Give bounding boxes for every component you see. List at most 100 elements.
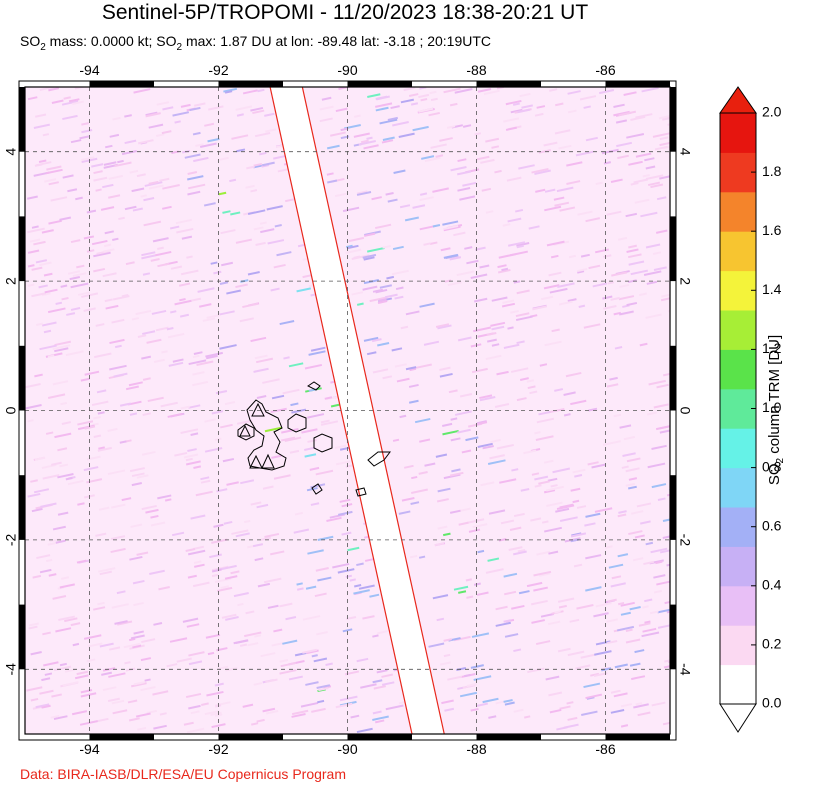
so2-pixel [140,657,152,662]
so2-pixel [603,304,617,310]
so2-pixel [464,246,473,250]
so2-pixel [30,651,42,656]
so2-pixel [513,512,525,518]
so2-pixel [529,390,538,395]
so2-pixel [372,715,389,721]
so2-pixel [443,87,461,94]
so2-pixel [270,550,285,556]
lon-tick-label-bottom: -92 [208,741,228,757]
so2-pixel [324,396,333,400]
so2-pixel [51,693,62,698]
so2-pixel [112,709,128,715]
so2-pixel [188,359,207,366]
so2-pixel [642,605,649,609]
so2-pixel [259,151,267,156]
so2-pixel [47,393,66,399]
so2-pixel [637,711,651,717]
so2-pixel [110,547,126,554]
so2-pixel [461,449,472,454]
so2-pixel [474,297,488,303]
so2-pixel [498,538,507,542]
so2-pixel [412,125,429,132]
so2-pixel [611,271,628,277]
so2-pixel [93,251,111,258]
so2-pixel [482,697,499,704]
so2-pixel [137,139,154,145]
so2-pixel [86,478,103,484]
so2-pixel [628,244,637,249]
so2-pixel [262,378,280,384]
so2-pixel [133,681,145,686]
so2-pixel [476,702,488,707]
so2-pixel [236,148,246,153]
so2-pixel [392,120,409,127]
so2-pixel [483,89,500,96]
so2-pixel [264,426,283,433]
so2-pixel [237,602,244,607]
so2-pixel [585,554,602,560]
so2-pixel [437,487,451,493]
so2-pixel [465,436,479,442]
so2-pixel [114,344,122,349]
so2-pixel [405,366,417,371]
so2-pixel [158,585,170,591]
so2-pixel [454,410,472,416]
so2-pixel [25,404,42,410]
so2-pixel [44,288,58,294]
so2-pixel [259,221,267,225]
so2-pixel [27,96,38,101]
map-border-checkerboard [18,80,677,741]
so2-pixel [108,174,124,180]
so2-pixel [334,444,347,449]
so2-pixel [611,575,622,580]
so2-pixel [179,313,190,318]
so2-pixel [271,394,285,400]
so2-pixel [569,618,580,623]
so2-pixel [653,403,669,409]
so2-pixel [95,532,107,537]
so2-pixel [217,665,229,670]
so2-pixel [204,418,216,423]
so2-pixel [373,685,386,690]
so2-pixel [548,550,559,555]
so2-pixel [219,281,229,285]
so2-pixel [108,646,121,651]
subtitle-mid: mass: 0.0000 kt; SO [45,33,177,49]
so2-pixel [206,690,224,697]
so2-pixel [510,367,529,373]
so2-pixel [377,300,388,304]
so2-pixel [187,190,201,196]
so2-pixel [363,232,376,237]
so2-pixel [466,595,474,599]
so2-pixel [211,723,226,729]
so2-pixel [372,288,384,293]
so2-pixel [110,535,126,541]
so2-pixel [188,660,203,666]
so2-pixel [443,224,459,231]
so2-pixel [302,615,321,621]
so2-pixel [374,223,392,230]
so2-pixel [102,686,117,692]
so2-pixel [235,238,253,244]
so2-pixel [512,102,520,106]
so2-pixel [363,256,375,261]
so2-pixel [284,436,302,443]
so2-pixel [405,310,420,316]
so2-pixel [155,326,169,332]
so2-pixel [99,570,113,576]
so2-pixel [44,178,57,183]
so2-pixel [185,457,193,462]
so2-pixel [415,363,432,369]
so2-pixel [439,137,453,142]
so2-pixel [91,239,108,246]
so2-pixel [32,574,42,579]
so2-pixel [344,123,361,130]
so2-pixel [387,198,398,203]
so2-pixel [111,603,129,609]
so2-pixel [376,669,388,674]
so2-pixel [148,123,164,129]
so2-pixel [291,709,309,716]
so2-pixel [558,144,572,150]
plot-area [25,87,670,734]
so2-pixel [59,463,69,468]
